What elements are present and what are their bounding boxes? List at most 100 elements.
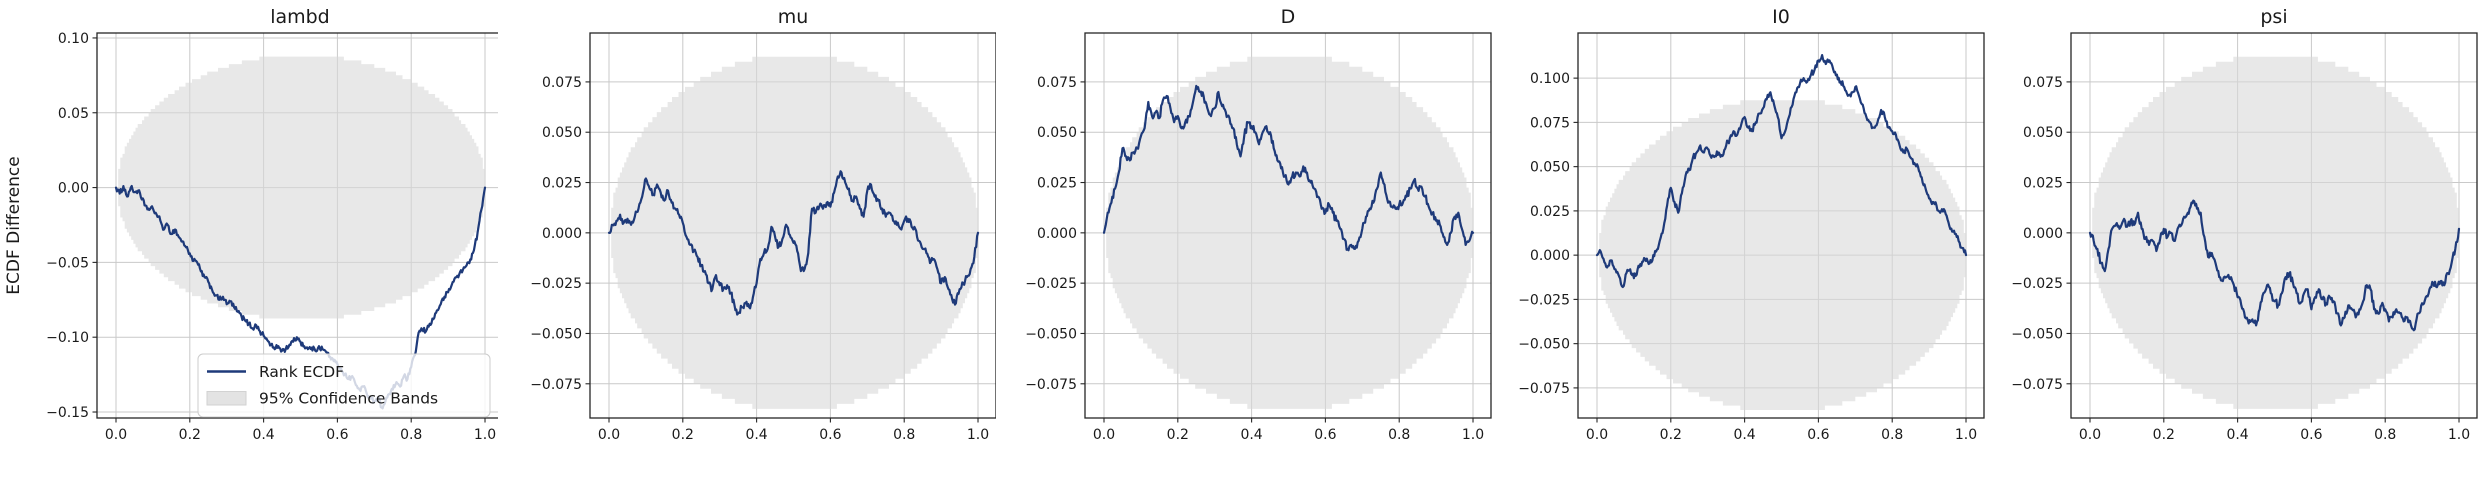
x-tick-label: 0.2: [1660, 427, 1682, 443]
y-tick-label: 0.050: [542, 125, 582, 141]
lambd-chart: 0.0 0.2 0.4 0.6 0.8 1.0 0.10 0.05 0.00 −0.05 −0.10…: [4, 6, 498, 443]
y-tick-label: 0.000: [542, 226, 582, 242]
y-tick-label: 0.075: [2023, 75, 2063, 91]
y-tick-label: 0.025: [2023, 176, 2063, 192]
x-tick-label: 0.4: [1734, 427, 1756, 443]
x-tick-label: 0.4: [2227, 427, 2249, 443]
I0-chart: 0.0 0.2 0.4 0.6 0.8 1.0 0.100 0.075 0.050 0.025 0.…: [1519, 6, 1986, 443]
y-tick-label: 0.000: [2023, 226, 2063, 242]
y-tick-label: 0.000: [1037, 226, 1077, 242]
confidence-band: [1103, 56, 1473, 409]
x-tick-label: 1.0: [1461, 427, 1483, 443]
y-tick-label: −0.050: [2011, 326, 2063, 342]
x-tick-label: 0.6: [1314, 427, 1336, 443]
y-tick-label: −0.15: [46, 405, 89, 421]
axes-spines: [2070, 32, 2478, 419]
psi-chart: 0.0 0.2 0.4 0.6 0.8 1.0 0.075 0.050 0.025 0.000 −0…: [2011, 6, 2478, 443]
y-tick-label: −0.075: [1519, 381, 1571, 397]
rank-ecdf-line: [114, 184, 487, 410]
x-tick-label: 0.0: [598, 427, 620, 443]
y-tick-label: −0.075: [2011, 377, 2063, 393]
y-tick-label: 0.025: [1037, 176, 1077, 192]
x-tick-label: 0.4: [745, 427, 767, 443]
ecdf-panel-I0: 0.0 0.2 0.4 0.6 0.8 1.0 0.100 0.075 0.050 0.025 0.…: [1493, 0, 1991, 490]
x-tick-label: 0.2: [179, 427, 201, 443]
y-tick-label: 0.050: [1530, 160, 1570, 176]
y-axis-label: ECDF Difference: [4, 156, 24, 294]
x-tick-label: 0.2: [1166, 427, 1188, 443]
axes-spines: [96, 32, 498, 419]
y-tick-label: −0.025: [1025, 276, 1077, 292]
I0-plot-area: 0.0 0.2 0.4 0.6 0.8 1.0 0.100 0.075 0.050 0.025 0.…: [1519, 32, 1986, 443]
confidence-band: [2090, 56, 2460, 409]
axes-spines: [1577, 32, 1986, 419]
y-tick-label: −0.025: [530, 276, 582, 292]
x-tick-label: 0.0: [105, 427, 127, 443]
legend-rank-ecdf-label: Rank ECDF: [259, 363, 344, 381]
y-tick-label: 0.00: [58, 181, 89, 197]
mu-plot-area: 0.0 0.2 0.4 0.6 0.8 1.0 0.075 0.050 0.025 0.000 −0…: [530, 32, 996, 443]
x-tick-label: 0.6: [326, 427, 348, 443]
y-tick-label: −0.025: [2011, 276, 2063, 292]
y-tick-label: −0.075: [1025, 377, 1077, 393]
y-tick-label: −0.050: [1519, 337, 1571, 353]
y-tick-label: 0.050: [1037, 125, 1077, 141]
x-tick-label: 0.6: [1808, 427, 1830, 443]
x-tick-label: 1.0: [1955, 427, 1977, 443]
y-tick-label: 0.100: [1530, 71, 1570, 87]
ecdf-panel-D: 0.0 0.2 0.4 0.6 0.8 1.0 0.075 0.050 0.025 0.000 −0…: [996, 0, 1494, 490]
psi-plot-area: 0.0 0.2 0.4 0.6 0.8 1.0 0.075 0.050 0.025 0.000 −0…: [2011, 32, 2478, 443]
y-tick-label: 0.10: [58, 31, 89, 47]
legend: Rank ECDF 95% Confidence Bands: [197, 353, 491, 418]
y-tick-label: −0.025: [1519, 292, 1571, 308]
x-tick-label: 1.0: [2448, 427, 2470, 443]
x-tick-label: 0.0: [1092, 427, 1114, 443]
y-tick-label: −0.075: [530, 377, 582, 393]
legend-confidence-bands-label: 95% Confidence Bands: [259, 389, 438, 407]
y-tick-label: 0.075: [1037, 75, 1077, 91]
x-tick-label: 0.8: [2374, 427, 2396, 443]
rank-ecdf-line: [2089, 199, 2461, 332]
x-tick-label: 0.8: [1388, 427, 1410, 443]
D-plot-area: 0.0 0.2 0.4 0.6 0.8 1.0 0.075 0.050 0.025 0.000 −0…: [1025, 32, 1492, 443]
x-tick-label: 0.8: [400, 427, 422, 443]
x-tick-label: 0.8: [893, 427, 915, 443]
lambd-plot-area: 0.0 0.2 0.4 0.6 0.8 1.0 0.10 0.05 0.00 −0.05 −0.10…: [46, 31, 498, 443]
mu-chart: 0.0 0.2 0.4 0.6 0.8 1.0 0.075 0.050 0.025 0.000 −0…: [530, 6, 996, 443]
axes-spines: [589, 32, 996, 419]
y-tick-label: 0.025: [1530, 204, 1570, 220]
x-tick-label: 0.2: [2153, 427, 2175, 443]
y-tick-label: 0.075: [542, 75, 582, 91]
x-tick-label: 0.8: [1881, 427, 1903, 443]
x-tick-label: 0.0: [2079, 427, 2101, 443]
axes-spines: [1083, 32, 1492, 419]
y-tick-label: 0.050: [2023, 125, 2063, 141]
rank-ecdf-line: [1596, 54, 1968, 289]
y-tick-label: −0.05: [46, 255, 89, 271]
y-tick-label: 0.05: [58, 106, 89, 122]
legend-box: [197, 353, 491, 418]
y-tick-label: 0.025: [542, 176, 582, 192]
D-chart: 0.0 0.2 0.4 0.6 0.8 1.0 0.075 0.050 0.025 0.000 −0…: [1025, 6, 1492, 443]
x-tick-label: 0.4: [252, 427, 274, 443]
ecdf-panel-mu: 0.0 0.2 0.4 0.6 0.8 1.0 0.075 0.050 0.025 0.000 −0…: [498, 0, 996, 490]
y-tick-label: 0.075: [1530, 115, 1570, 131]
panel-title-lambd: lambd: [270, 6, 330, 28]
panel-title-psi: psi: [2261, 6, 2288, 28]
x-tick-label: 0.6: [819, 427, 841, 443]
y-tick-label: −0.10: [46, 330, 89, 346]
confidence-band: [115, 56, 485, 319]
legend-band-swatch: [206, 390, 247, 406]
confidence-band: [608, 56, 978, 409]
rank-ecdf-line: [607, 170, 979, 316]
panel-title-mu: mu: [778, 6, 809, 28]
ecdf-panel-psi: 0.0 0.2 0.4 0.6 0.8 1.0 0.075 0.050 0.025 0.000 −0…: [1991, 0, 2489, 490]
x-tick-label: 0.4: [1240, 427, 1262, 443]
panel-title-D: D: [1280, 6, 1295, 28]
x-tick-label: 0.0: [1586, 427, 1608, 443]
x-tick-label: 0.6: [2300, 427, 2322, 443]
x-tick-label: 0.2: [671, 427, 693, 443]
x-tick-label: 1.0: [967, 427, 989, 443]
panel-title-I0: I0: [1773, 6, 1791, 28]
